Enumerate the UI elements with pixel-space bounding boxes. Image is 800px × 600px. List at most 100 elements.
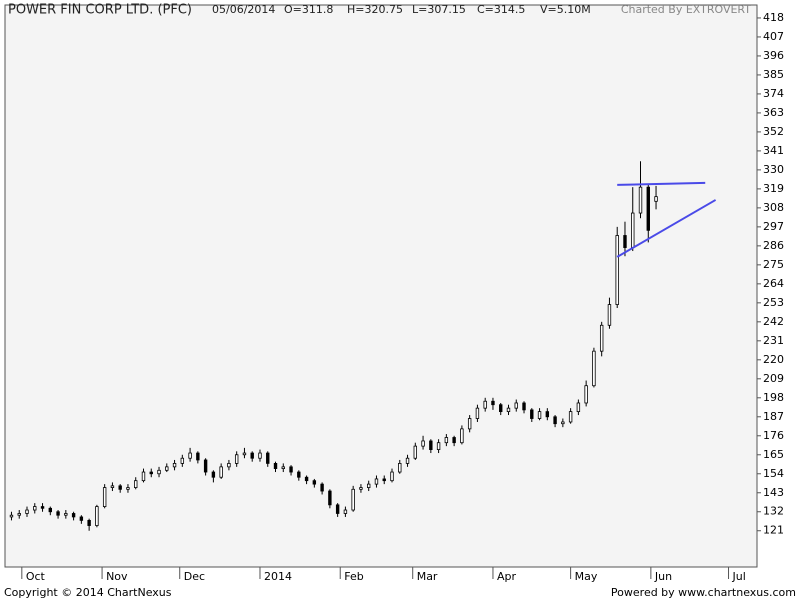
x-tick-label: Apr (497, 570, 517, 583)
header-open: O=311.8 (284, 3, 333, 16)
y-tick-label: 121 (763, 524, 784, 537)
y-tick-label: 319 (763, 182, 784, 195)
candle-body (631, 212, 635, 248)
candle-body (607, 304, 612, 326)
y-tick-label: 363 (763, 106, 784, 119)
candle-body (219, 466, 223, 478)
y-tick-label: 374 (763, 87, 784, 100)
candle-body (165, 466, 169, 471)
candle-body (297, 471, 301, 478)
y-tick-label: 297 (763, 220, 784, 233)
candle-body (320, 483, 324, 492)
candle-body (374, 478, 379, 485)
header-low: L=307.15 (412, 3, 466, 16)
candle-body (506, 407, 511, 413)
candle-body (157, 469, 161, 475)
x-tick-label: Oct (26, 570, 46, 583)
candle-body (242, 452, 247, 456)
trendline (617, 181, 706, 186)
y-tick-label: 143 (763, 486, 784, 499)
candle-body (483, 400, 487, 409)
y-tick-label: 275 (763, 258, 784, 271)
y-tick-label: 132 (763, 505, 784, 518)
candle-body (180, 457, 185, 464)
candle-body (126, 487, 130, 490)
y-tick-label: 165 (763, 448, 784, 461)
candle-body (110, 485, 115, 488)
x-tick-label: Mar (417, 570, 438, 583)
candle-body (149, 471, 153, 475)
y-tick-label: 308 (763, 201, 784, 214)
candle-body (71, 513, 76, 518)
candle-body (382, 478, 386, 482)
y-tick-label: 341 (763, 144, 784, 157)
candle-body (203, 459, 208, 473)
candle-body (17, 513, 21, 516)
candle-body (95, 506, 99, 526)
candle-body (172, 463, 177, 468)
y-tick-label: 209 (763, 372, 784, 385)
candle-body (351, 488, 355, 511)
y-tick-label: 407 (763, 30, 784, 43)
candle-body (102, 487, 107, 507)
candle-body (48, 507, 53, 513)
candle-body (421, 440, 425, 447)
candle-body (638, 186, 643, 214)
candle-body (514, 402, 518, 409)
candle-body (491, 400, 495, 406)
candle-body (266, 452, 270, 464)
copyright: Copyright © 2014 ChartNexus (4, 586, 172, 599)
candle-body (530, 409, 534, 419)
candle-body (646, 186, 650, 231)
candle-body (615, 235, 619, 305)
y-tick-label: 286 (763, 239, 784, 252)
y-tick-label: 187 (763, 410, 784, 423)
candle-body (623, 235, 627, 248)
candle-body (196, 452, 200, 461)
credit: Charted By EXTROVERT (621, 3, 751, 16)
candle-body (584, 385, 588, 404)
candle-body (561, 421, 565, 425)
y-tick-label: 154 (763, 467, 784, 480)
candle-body (304, 476, 309, 482)
y-tick-label: 220 (763, 353, 784, 366)
candle-body (359, 487, 363, 490)
candle-body (460, 428, 464, 444)
candle-body (499, 404, 503, 413)
candle-body (273, 463, 278, 469)
candle-body (553, 416, 557, 425)
candle-body (250, 452, 254, 459)
y-tick-label: 330 (763, 163, 784, 176)
y-tick-label: 231 (763, 334, 784, 347)
candle-body (568, 411, 573, 423)
x-tick-label: May (575, 570, 598, 583)
candle-body (79, 516, 84, 521)
candle-body (475, 407, 480, 419)
header-close: C=314.5 (477, 3, 525, 16)
candle-body (413, 445, 417, 459)
candle-body (592, 350, 596, 387)
candle-body (56, 511, 60, 516)
candle-body (234, 454, 239, 464)
candle-body (576, 402, 581, 413)
candle-body (522, 402, 526, 411)
candle-body (405, 457, 410, 464)
candle-body (436, 442, 441, 450)
candle-body (367, 483, 371, 488)
trendline (616, 199, 717, 258)
candle-body (211, 471, 216, 478)
candle-body (467, 418, 472, 430)
powered-by: Powered by www.chartnexus.com (611, 586, 796, 599)
candle-body (452, 437, 456, 444)
candle-body (537, 411, 542, 419)
candle-body (134, 480, 138, 488)
y-tick-label: 418 (763, 11, 784, 24)
y-tick-label: 242 (763, 315, 784, 328)
candle-body (429, 440, 433, 450)
candle-body (398, 463, 402, 473)
candle-body (25, 509, 29, 514)
candle-body (87, 519, 91, 526)
x-tick-label: Feb (344, 570, 363, 583)
candle-body (40, 506, 45, 509)
x-tick-label: Jul (732, 570, 746, 583)
